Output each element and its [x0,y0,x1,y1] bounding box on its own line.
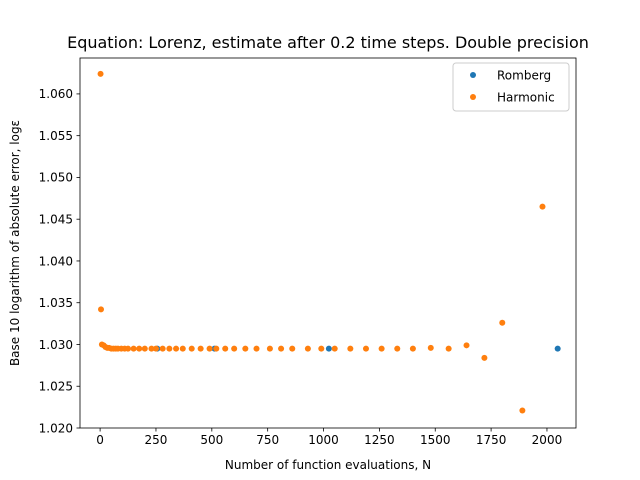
legend-items: Romberg Harmonic [470,69,555,105]
harmonic-point [378,345,385,352]
x-tick-label: 500 [200,433,223,447]
y-tick-label: 1.040 [39,254,73,268]
y-tick-label: 1.055 [39,129,73,143]
x-axis-ticks: 0 250 500 750 1000 1250 1500 1750 2000 [96,428,562,447]
chart-title: Equation: Lorenz, estimate after 0.2 tim… [67,33,589,52]
harmonic-point [519,407,526,414]
harmonic-point [152,345,159,352]
plot-background [80,58,576,428]
harmonic-point [445,345,452,352]
harmonic-point [188,345,195,352]
harmonic-point [347,345,354,352]
harmonic-point [231,345,238,352]
plot-area: 0 250 500 750 1000 1250 1500 1750 2000 1.0201.02… [39,57,577,447]
x-tick-label: 750 [256,433,279,447]
legend-marker-romberg [470,72,476,78]
y-tick-label: 1.025 [39,380,73,394]
legend-box [452,62,570,112]
harmonic-point [409,345,416,352]
harmonic-point [179,345,186,352]
harmonic-point [331,345,338,352]
romberg-point [325,345,332,352]
harmonic-point [98,306,105,313]
y-tick-label: 1.060 [39,87,73,101]
x-axis-label: Number of function evaluations, N [225,458,431,472]
y-axis-ticks: 1.020 1.025 1.030 1.035 1.040 1.045 1.050 1.055… [39,87,80,435]
harmonic-point [253,345,260,352]
x-tick-label: 250 [145,433,168,447]
harmonic-point [463,342,470,349]
x-tick-label: 1250 [364,433,395,447]
harmonic-point [427,344,434,351]
harmonic-point [499,319,506,326]
harmonic-point [318,345,325,352]
harmonic-point [97,70,104,77]
scatter-markers [97,70,561,414]
harmonic-point [206,345,213,352]
harmonic-point [125,345,132,352]
harmonic-point [481,354,488,361]
harmonic-point [173,345,180,352]
legend: Romberg Harmonic [452,62,570,112]
harmonic-point [266,345,273,352]
y-tick-label: 1.050 [39,171,73,185]
harmonic-point [130,345,137,352]
harmonic-point [242,345,249,352]
legend-label-harmonic: Harmonic [497,91,555,105]
harmonic-point [166,345,173,352]
harmonic-point [289,345,296,352]
harmonic-point [213,345,220,352]
legend-marker-harmonic [470,94,476,100]
harmonic-point [394,345,401,352]
series-harmonic-markers [97,70,546,414]
harmonic-point [148,345,155,352]
x-tick-label: 1000 [308,433,339,447]
y-tick-label: 1.030 [39,338,73,352]
harmonic-point [278,345,285,352]
harmonic-point [159,345,166,352]
harmonic-point [222,345,229,352]
harmonic-point [141,345,148,352]
x-tick-label: 0 [96,433,104,447]
legend-label-romberg: Romberg [497,69,551,83]
harmonic-point [304,345,311,352]
y-axis-label: Base 10 logarithm of absolute error, log… [8,120,22,366]
x-tick-label: 2000 [532,433,563,447]
x-tick-label: 1750 [476,433,507,447]
plot-frame [79,57,577,429]
harmonic-point [136,345,143,352]
x-tick-label: 1500 [420,433,451,447]
romberg-point [554,345,561,352]
y-tick-label: 1.020 [39,421,73,435]
harmonic-point [539,203,546,210]
harmonic-point [197,345,204,352]
y-tick-label: 1.045 [39,212,73,226]
y-tick-label: 1.035 [39,296,73,310]
harmonic-point [362,345,369,352]
